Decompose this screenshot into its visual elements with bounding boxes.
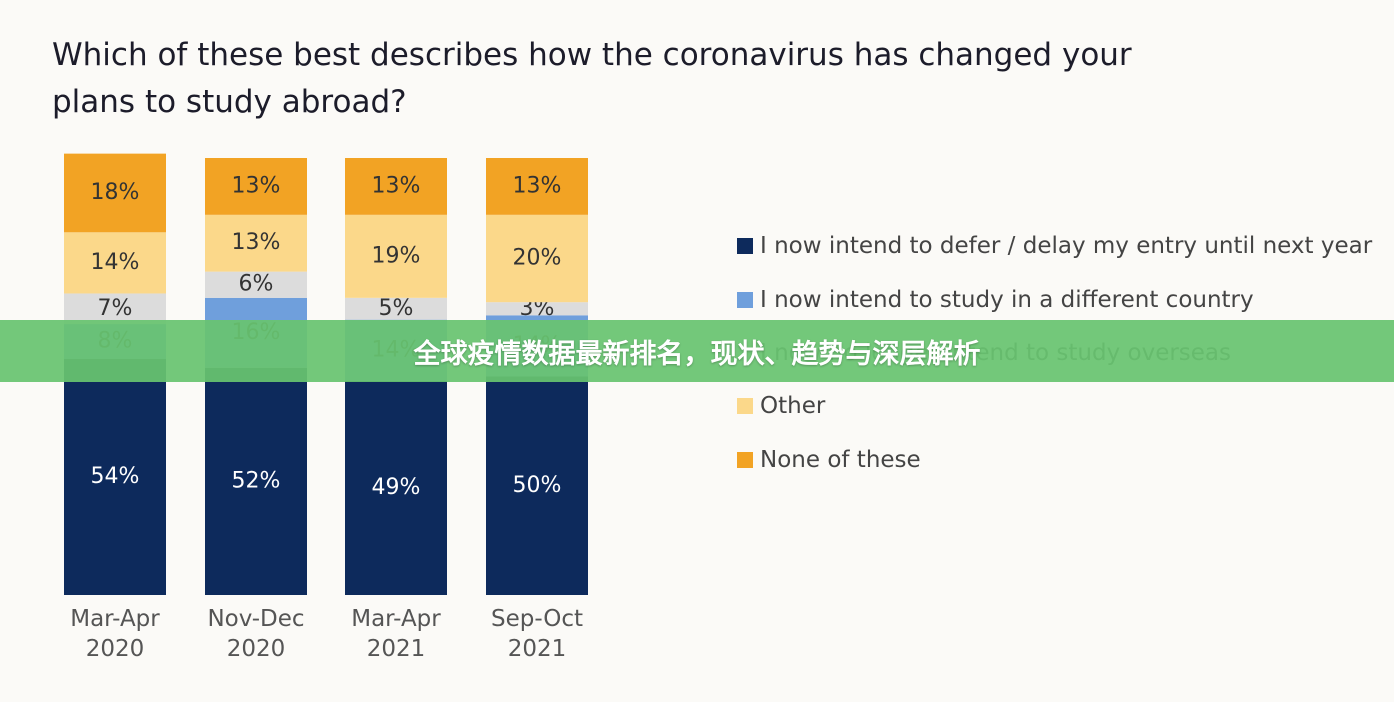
value-label: 13% [232, 230, 281, 255]
bar-segment [345, 158, 447, 215]
legend-swatch [737, 292, 753, 308]
bar-segment [205, 158, 307, 215]
value-label: 13% [232, 173, 281, 198]
x-tick-label: Nov-Dec 2020 [207, 606, 305, 662]
bar-segment [205, 271, 307, 298]
legend-label: I now intend to defer / delay my entry u… [760, 233, 1373, 259]
bar-segment [205, 214, 307, 272]
value-label: 49% [372, 475, 421, 500]
legend-swatch [737, 398, 753, 414]
bar-segment [345, 214, 447, 298]
x-tick-label: Mar-Apr 2020 [70, 606, 160, 662]
bar-segment [205, 367, 307, 595]
bar-segment [345, 297, 447, 320]
bar-segment [486, 376, 588, 595]
legend-label: None of these [760, 447, 921, 473]
value-label: 20% [513, 246, 562, 271]
x-tick-label: Mar-Apr 2021 [351, 606, 441, 662]
value-label: 52% [232, 468, 281, 493]
bar-segment [64, 293, 166, 325]
value-label: 54% [91, 464, 140, 489]
value-label: 13% [513, 173, 562, 198]
value-label: 14% [91, 250, 140, 275]
bar-segment [486, 214, 588, 303]
value-label: 18% [91, 180, 140, 205]
banner: 全球疫情数据最新排名，现状、趋势与深层解析 [0, 320, 1394, 382]
legend-swatch [737, 452, 753, 468]
legend-label: Other [760, 393, 826, 419]
legend-swatch [737, 238, 753, 254]
value-label: 6% [239, 272, 274, 297]
x-tick-label: Sep-Oct 2021 [490, 606, 584, 662]
bar-segment [486, 302, 588, 316]
value-label: 50% [513, 473, 562, 498]
chart-title: Which of these best describes how the co… [52, 37, 1132, 120]
bar-segment [486, 158, 588, 215]
value-label: 5% [379, 296, 414, 321]
bar-segment [345, 380, 447, 595]
bar-segment [64, 359, 166, 595]
value-label: 7% [98, 296, 133, 321]
value-label: 13% [372, 173, 421, 198]
value-label: 19% [372, 243, 421, 268]
banner-text: 全球疫情数据最新排名，现状、趋势与深层解析 [413, 338, 981, 370]
legend-label: I now intend to study in a different cou… [760, 287, 1254, 313]
bar-segment [64, 153, 166, 233]
bar-segment [64, 232, 166, 294]
